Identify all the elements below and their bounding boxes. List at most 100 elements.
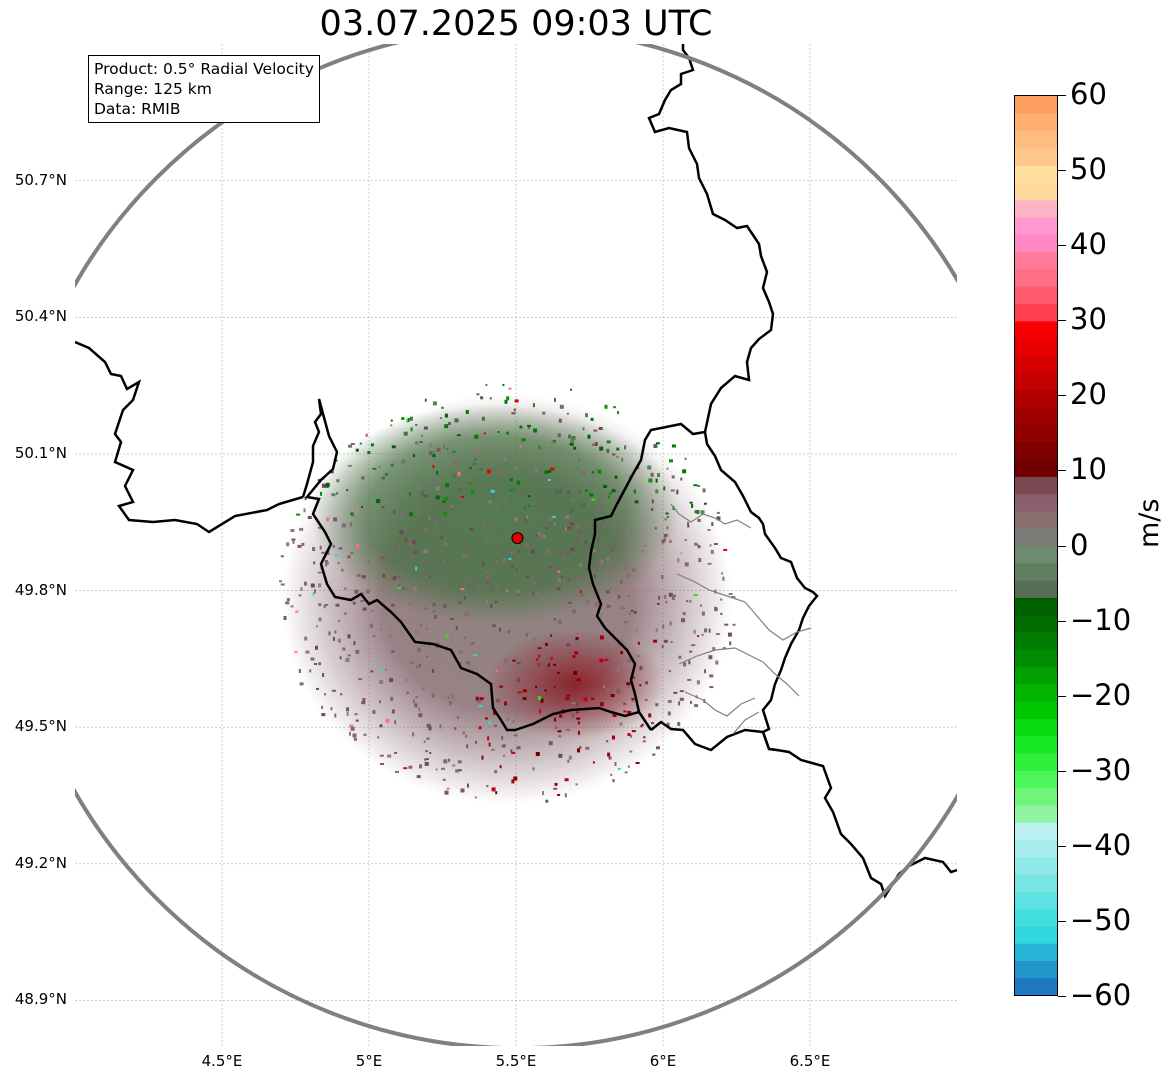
- colorbar-band: [1015, 268, 1057, 287]
- velocity-speckle: [299, 527, 304, 531]
- velocity-speckle: [655, 628, 658, 633]
- velocity-speckle: [432, 610, 437, 613]
- velocity-speckle: [502, 384, 505, 386]
- velocity-speckle: [406, 470, 410, 474]
- velocity-speckle: [426, 723, 431, 728]
- velocity-speckle: [355, 719, 359, 722]
- velocity-speckle: [358, 678, 363, 681]
- velocity-speckle: [431, 451, 436, 454]
- velocity-speckle: [633, 610, 637, 614]
- colorbar-band: [1015, 147, 1057, 166]
- velocity-speckle: [457, 661, 462, 664]
- velocity-speckle: [573, 670, 578, 675]
- velocity-speckle: [585, 746, 590, 750]
- velocity-speckle: [350, 552, 354, 554]
- velocity-speckle: [318, 662, 322, 666]
- velocity-speckle: [547, 479, 551, 481]
- velocity-speckle: [599, 526, 603, 528]
- velocity-speckle: [381, 506, 385, 508]
- velocity-speckle: [655, 442, 660, 445]
- velocity-speckle: [535, 752, 540, 756]
- velocity-speckle: [447, 696, 450, 700]
- velocity-speckle: [397, 586, 402, 589]
- velocity-speckle: [312, 592, 315, 596]
- velocity-speckle: [385, 718, 390, 723]
- velocity-speckle: [712, 647, 716, 652]
- velocity-speckle: [460, 588, 465, 591]
- velocity-speckle: [434, 666, 437, 669]
- velocity-speckle: [279, 580, 282, 583]
- colorbar-band: [1015, 130, 1057, 149]
- velocity-speckle: [630, 697, 633, 700]
- colorbar-band: [1015, 182, 1057, 201]
- velocity-speckle: [691, 644, 696, 647]
- radar-site-layer: [511, 532, 524, 545]
- velocity-speckle: [592, 761, 595, 764]
- velocity-speckle: [487, 736, 490, 741]
- velocity-speckle: [426, 737, 430, 740]
- colorbar-band: [1015, 372, 1057, 391]
- velocity-speckle: [617, 594, 621, 599]
- velocity-speckle: [353, 641, 356, 645]
- velocity-speckle: [404, 538, 408, 543]
- velocity-speckle: [547, 662, 550, 667]
- velocity-speckle: [644, 698, 648, 701]
- velocity-speckle: [360, 600, 365, 602]
- velocity-speckle: [470, 668, 475, 672]
- velocity-speckle: [410, 427, 413, 432]
- velocity-speckle: [419, 441, 423, 443]
- velocity-speckle: [645, 681, 648, 685]
- radar-site-marker[interactable]: [511, 532, 524, 545]
- velocity-speckle: [429, 752, 432, 754]
- velocity-speckle: [511, 565, 514, 568]
- velocity-speckle: [554, 726, 558, 729]
- velocity-speckle: [666, 722, 670, 727]
- velocity-speckle: [513, 408, 516, 412]
- border-west: [75, 340, 304, 534]
- border-germany-south: [703, 431, 957, 899]
- velocity-speckle: [701, 611, 705, 616]
- velocity-speckle: [503, 495, 507, 500]
- velocity-speckle: [450, 505, 454, 508]
- velocity-speckle: [448, 519, 453, 522]
- velocity-speckle: [435, 495, 440, 500]
- velocity-speckle: [401, 512, 406, 517]
- velocity-speckle: [494, 724, 497, 727]
- velocity-speckle: [532, 472, 537, 476]
- velocity-speckle: [391, 603, 395, 607]
- velocity-speckle: [444, 497, 449, 501]
- velocity-speckle: [445, 483, 450, 488]
- colorbar-band: [1015, 735, 1057, 754]
- velocity-speckle: [564, 778, 569, 782]
- velocity-speckle: [332, 544, 335, 548]
- velocity-speckle: [371, 609, 374, 612]
- velocity-speckle: [424, 607, 427, 610]
- velocity-speckle: [682, 469, 687, 474]
- velocity-speckle: [380, 556, 385, 560]
- velocity-speckle: [622, 534, 625, 539]
- velocity-speckle: [380, 667, 383, 672]
- velocity-speckle: [527, 495, 531, 498]
- velocity-speckle: [527, 426, 530, 430]
- product-info-box: Product: 0.5° Radial Velocity Range: 125…: [88, 55, 320, 123]
- velocity-speckle: [412, 732, 415, 737]
- velocity-speckle: [606, 440, 611, 444]
- velocity-speckle: [669, 540, 672, 543]
- velocity-speckle: [684, 457, 687, 460]
- velocity-speckle: [629, 750, 633, 753]
- velocity-speckle: [559, 714, 563, 718]
- velocity-speckle: [429, 443, 433, 448]
- radar-map[interactable]: [75, 44, 957, 1046]
- velocity-speckle: [346, 707, 350, 712]
- velocity-speckle: [334, 713, 337, 718]
- velocity-speckle: [544, 470, 549, 474]
- velocity-speckle: [435, 491, 440, 496]
- velocity-speckle: [355, 448, 359, 452]
- velocity-speckle: [566, 412, 569, 415]
- velocity-speckle: [571, 609, 576, 614]
- velocity-speckle: [455, 626, 458, 630]
- velocity-speckle: [286, 598, 290, 602]
- velocity-speckle: [537, 468, 542, 471]
- velocity-speckle: [419, 623, 423, 627]
- colorbar-band: [1015, 562, 1057, 581]
